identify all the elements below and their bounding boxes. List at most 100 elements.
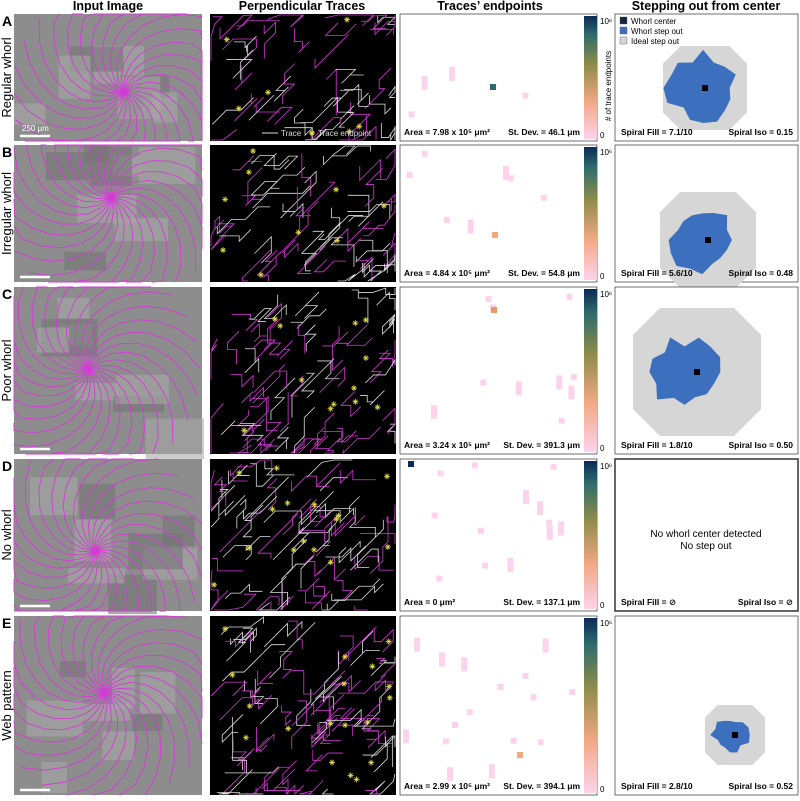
trace <box>382 193 396 212</box>
trace <box>282 202 304 218</box>
map-cell <box>466 709 473 716</box>
fiber-trace <box>91 13 137 93</box>
trace <box>310 117 341 141</box>
map-cell <box>523 490 530 505</box>
endpoint <box>245 169 252 176</box>
endpoint <box>246 703 253 710</box>
image-patch <box>83 145 109 163</box>
trace <box>306 459 353 478</box>
trace <box>332 326 344 372</box>
fiber-trace <box>110 147 203 198</box>
endpoint <box>285 725 292 732</box>
asterisk-stroke <box>381 203 387 209</box>
trace <box>309 412 335 453</box>
map-cell <box>546 519 553 526</box>
asterisk-stroke <box>333 187 339 192</box>
trace <box>244 395 269 436</box>
trace <box>334 515 365 537</box>
fiber-trace <box>123 74 203 141</box>
trace <box>267 106 293 125</box>
trace <box>210 16 223 61</box>
trace <box>226 627 254 662</box>
legend-label: Whorl step out <box>631 27 683 36</box>
spiral-fill: Spiral Fill = 1.8/10 <box>621 440 693 450</box>
endpoint <box>347 772 354 779</box>
trace <box>260 698 278 725</box>
fiber-trace <box>13 550 99 612</box>
fiber-trace <box>104 687 175 785</box>
image-patch <box>30 477 78 516</box>
trace <box>269 622 316 679</box>
input-image: 250 μm <box>13 13 203 142</box>
trace <box>233 627 257 653</box>
trace <box>210 570 219 611</box>
trace <box>374 15 396 36</box>
trace <box>222 38 257 60</box>
asterisk-stroke <box>354 777 359 782</box>
trace <box>291 702 315 727</box>
trace-bg <box>210 14 396 141</box>
fiber-trace <box>13 692 108 757</box>
trace <box>313 259 347 273</box>
image-patch <box>14 103 46 125</box>
map-cell <box>482 562 489 569</box>
trace <box>369 352 392 384</box>
trace <box>336 428 357 443</box>
trace <box>255 596 280 611</box>
trace <box>363 262 390 282</box>
map-cell <box>438 652 445 667</box>
row-letter: A <box>2 13 12 29</box>
fiber-trace <box>110 193 182 283</box>
fiber-trace <box>80 291 172 370</box>
legend-endpoint <box>309 130 315 136</box>
trace <box>220 616 264 635</box>
asterisk-stroke <box>285 726 291 731</box>
fiber-trace <box>104 654 203 693</box>
trace <box>288 620 303 649</box>
endpoint <box>246 545 253 552</box>
endpoint-map: 10⁶ 0 Area = 2.99 x 10⁵ μm² St. Dev. = 394.… <box>399 615 612 796</box>
asterisk-stroke <box>296 230 301 235</box>
fiber-trace <box>13 369 92 434</box>
map-cell <box>546 525 553 540</box>
scale-bar-label: 250 μm <box>22 124 49 133</box>
trace-panel <box>210 145 396 282</box>
trace <box>272 515 318 561</box>
trace <box>325 68 337 116</box>
fiber-trace <box>123 41 203 92</box>
trace <box>358 256 373 281</box>
trace <box>334 583 384 601</box>
map-cell <box>467 219 474 234</box>
trace <box>264 461 295 476</box>
trace <box>210 338 218 380</box>
stdev-text: St. Dev. = 54.8 μm <box>508 268 580 278</box>
endpoint <box>310 546 317 553</box>
fiber-trace <box>110 187 196 272</box>
trace <box>331 145 372 157</box>
fiber-trace <box>85 305 188 370</box>
input-image <box>13 286 204 459</box>
trace <box>291 434 321 454</box>
fiber-trace <box>79 13 124 93</box>
trace <box>210 470 226 511</box>
fiber-trace <box>104 692 149 796</box>
fiber-trace <box>13 296 89 380</box>
endpoint <box>346 128 353 135</box>
trace <box>227 331 240 365</box>
asterisk-stroke <box>353 320 358 326</box>
legend-label: Trace <box>281 129 302 138</box>
asterisk-stroke <box>348 773 353 778</box>
asterisk-stroke <box>342 654 348 660</box>
input-image <box>13 458 203 615</box>
endpoint <box>386 683 393 690</box>
asterisk-stroke <box>243 735 249 740</box>
trace <box>225 583 263 599</box>
fiber-trace <box>110 171 203 224</box>
trace <box>222 644 286 682</box>
trace <box>386 504 396 523</box>
column-header: Traces’ endpoints <box>437 0 543 13</box>
trace <box>348 125 377 141</box>
trace <box>381 314 396 335</box>
trace-panel <box>210 616 396 795</box>
trace <box>300 96 353 124</box>
